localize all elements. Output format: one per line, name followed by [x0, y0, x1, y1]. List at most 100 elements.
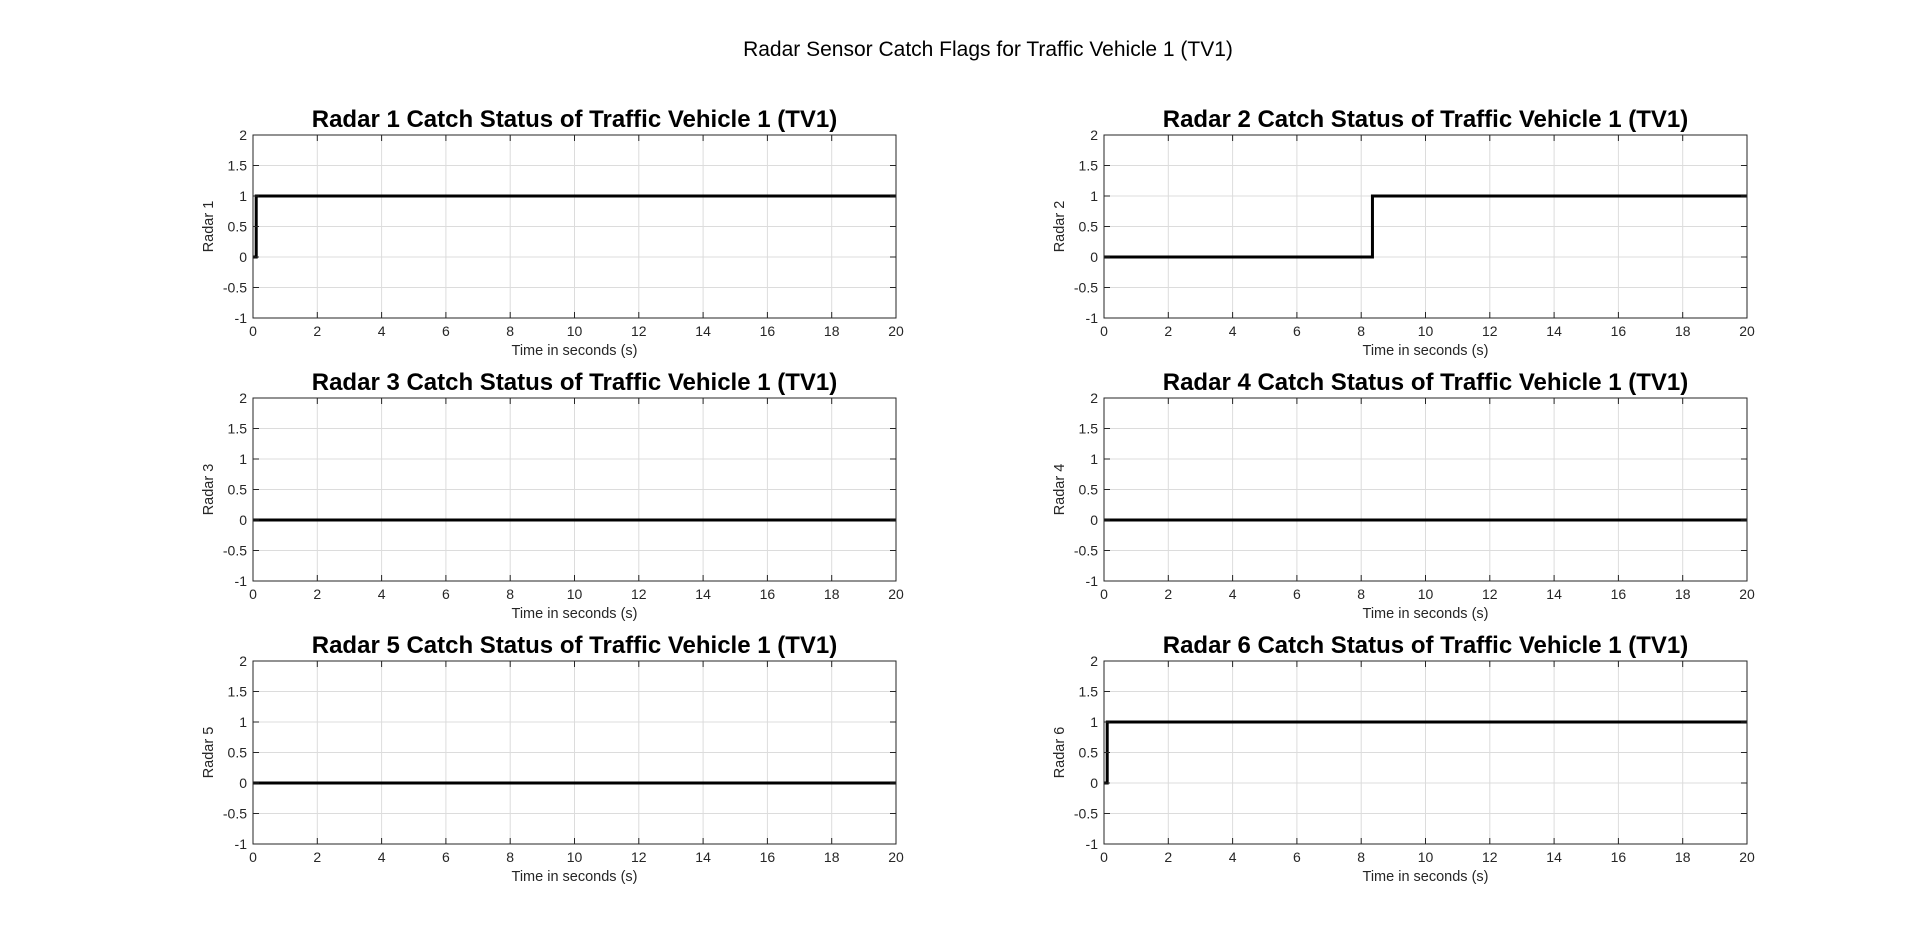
y-tick-label: 1 — [239, 188, 247, 204]
y-tick-label: 0.5 — [1079, 745, 1099, 761]
y-tick-label: 2 — [239, 390, 247, 406]
x-tick-label: 14 — [695, 323, 711, 339]
y-tick-label: -0.5 — [1074, 280, 1098, 296]
x-axis-label: Time in seconds (s) — [1363, 606, 1489, 622]
x-tick-label: 4 — [378, 586, 386, 602]
x-tick-label: 4 — [1229, 849, 1237, 865]
x-tick-label: 4 — [378, 849, 386, 865]
x-tick-label: 2 — [1164, 586, 1172, 602]
x-tick-label: 4 — [1229, 586, 1237, 602]
y-tick-label: 1.5 — [228, 421, 248, 437]
x-tick-label: 18 — [824, 849, 840, 865]
x-tick-label: 20 — [1739, 586, 1755, 602]
y-tick-label: -1 — [1086, 836, 1099, 852]
x-tick-label: 2 — [313, 586, 321, 602]
y-tick-label: -1 — [235, 573, 248, 589]
y-tick-label: 0 — [1090, 775, 1098, 791]
y-tick-label: -0.5 — [1074, 543, 1098, 559]
x-tick-label: 10 — [1418, 849, 1434, 865]
y-tick-label: 1 — [1090, 714, 1098, 730]
y-tick-label: 1.5 — [1079, 158, 1099, 174]
y-tick-label: 2 — [1090, 127, 1098, 143]
y-tick-label: -0.5 — [223, 543, 247, 559]
y-tick-label: 2 — [239, 127, 247, 143]
subplot-radar-2: 0 2 4 6 8 10 12 14 16 18 20 -1 -0.5 0 0.5 1 1.5 2 Radar 2 … — [1052, 106, 1755, 359]
x-tick-label: 18 — [1675, 586, 1691, 602]
y-tick-label: 0.5 — [1079, 482, 1099, 498]
x-tick-label: 0 — [249, 586, 257, 602]
x-tick-label: 8 — [1357, 849, 1365, 865]
y-tick-label: 0.5 — [228, 219, 248, 235]
y-axis-label: Radar 1 — [201, 201, 217, 253]
x-tick-label: 8 — [506, 849, 514, 865]
x-tick-label: 16 — [760, 323, 776, 339]
subplot-title: Radar 2 Catch Status of Traffic Vehicle … — [1163, 106, 1689, 133]
y-tick-label: -1 — [235, 310, 248, 326]
x-axis-label: Time in seconds (s) — [512, 606, 638, 622]
x-tick-label: 10 — [1418, 323, 1434, 339]
x-tick-label: 16 — [1611, 586, 1627, 602]
x-tick-label: 20 — [1739, 849, 1755, 865]
y-tick-label: 0.5 — [228, 745, 248, 761]
x-tick-label: 8 — [506, 586, 514, 602]
y-tick-label: 1 — [239, 451, 247, 467]
x-tick-label: 14 — [695, 849, 711, 865]
x-tick-label: 8 — [1357, 586, 1365, 602]
subplot-radar-4: 0 2 4 6 8 10 12 14 16 18 20 -1 -0.5 0 0.5 1 1.5 2 Radar 4 … — [1052, 369, 1755, 622]
y-axis-label: Radar 4 — [1052, 464, 1068, 516]
x-tick-label: 2 — [313, 323, 321, 339]
x-tick-label: 10 — [1418, 586, 1434, 602]
x-tick-label: 0 — [1100, 323, 1108, 339]
y-axis-label: Radar 6 — [1052, 727, 1068, 779]
subplot-radar-1: 0 2 4 6 8 10 12 14 16 18 20 -1 -0.5 0 0.5 1 1.5 2 Radar 1 … — [201, 106, 904, 359]
x-tick-label: 12 — [1482, 323, 1498, 339]
x-tick-label: 14 — [1546, 586, 1562, 602]
x-tick-label: 8 — [1357, 323, 1365, 339]
x-tick-label: 0 — [1100, 586, 1108, 602]
x-tick-label: 0 — [249, 323, 257, 339]
x-tick-label: 0 — [249, 849, 257, 865]
y-axis-label: Radar 5 — [201, 727, 217, 779]
x-tick-label: 12 — [631, 849, 647, 865]
x-tick-label: 2 — [1164, 323, 1172, 339]
y-tick-label: 2 — [239, 653, 247, 669]
x-tick-label: 6 — [442, 849, 450, 865]
y-tick-label: 0.5 — [228, 482, 248, 498]
subplot-title: Radar 5 Catch Status of Traffic Vehicle … — [312, 632, 838, 659]
y-tick-label: -0.5 — [223, 280, 247, 296]
y-tick-label: 2 — [1090, 390, 1098, 406]
y-tick-label: 0.5 — [1079, 219, 1099, 235]
subplot-radar-5: 0 2 4 6 8 10 12 14 16 18 20 -1 -0.5 0 0.5 1 1.5 2 Radar 5 … — [201, 632, 904, 885]
x-tick-label: 10 — [567, 849, 583, 865]
x-tick-label: 12 — [631, 586, 647, 602]
y-tick-label: 1.5 — [1079, 684, 1099, 700]
x-tick-label: 18 — [824, 323, 840, 339]
y-tick-label: 1.5 — [228, 684, 248, 700]
x-tick-label: 6 — [1293, 849, 1301, 865]
figure-title: Radar Sensor Catch Flags for Traffic Veh… — [743, 38, 1233, 61]
y-tick-label: 0 — [1090, 249, 1098, 265]
x-axis-label: Time in seconds (s) — [1363, 869, 1489, 885]
x-tick-label: 18 — [1675, 849, 1691, 865]
x-tick-label: 12 — [1482, 586, 1498, 602]
x-axis-label: Time in seconds (s) — [1363, 343, 1489, 359]
subplot-radar-3: 0 2 4 6 8 10 12 14 16 18 20 -1 -0.5 0 0.5 1 1.5 2 Radar 3 … — [201, 369, 904, 622]
x-tick-label: 14 — [1546, 323, 1562, 339]
y-axis-label: Radar 2 — [1052, 201, 1068, 253]
x-tick-label: 6 — [1293, 586, 1301, 602]
x-axis-label: Time in seconds (s) — [512, 869, 638, 885]
y-tick-label: 0 — [239, 249, 247, 265]
y-tick-label: 1.5 — [228, 158, 248, 174]
x-tick-label: 12 — [1482, 849, 1498, 865]
x-tick-label: 18 — [1675, 323, 1691, 339]
y-tick-label: -1 — [1086, 310, 1099, 326]
subplot-title: Radar 4 Catch Status of Traffic Vehicle … — [1163, 369, 1689, 396]
x-tick-label: 0 — [1100, 849, 1108, 865]
y-tick-label: 1 — [239, 714, 247, 730]
subplot-title: Radar 6 Catch Status of Traffic Vehicle … — [1163, 632, 1689, 659]
x-tick-label: 20 — [888, 323, 904, 339]
y-axis-label: Radar 3 — [201, 464, 217, 516]
x-tick-label: 16 — [760, 849, 776, 865]
